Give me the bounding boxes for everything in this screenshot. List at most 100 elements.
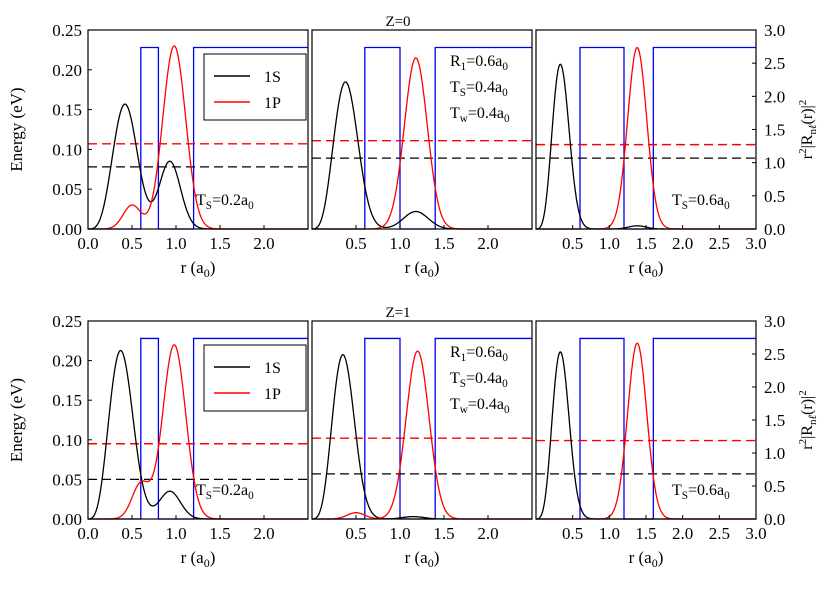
y2-tick-label: 0.5 bbox=[764, 477, 785, 496]
x-tick-label: 1.0 bbox=[389, 524, 410, 543]
x-axis-label: r (a0) bbox=[405, 548, 440, 570]
legend-label-1s: 1S bbox=[264, 69, 281, 86]
x-axis-label: r (a0) bbox=[181, 548, 216, 570]
label-part: =0.4a bbox=[466, 370, 502, 387]
y2-tick-label: 0.5 bbox=[764, 187, 785, 206]
y-tick-label: 0.05 bbox=[52, 180, 82, 199]
label-part: ) bbox=[434, 548, 440, 567]
label-part: T bbox=[450, 370, 460, 387]
label-part: S bbox=[206, 200, 212, 212]
y-tick-label: 0.10 bbox=[52, 140, 82, 159]
x-axis-label: r (a0) bbox=[629, 258, 664, 280]
label-part: =0.4a bbox=[468, 396, 504, 413]
label-part: S bbox=[682, 200, 688, 212]
x-axis-label: r (a0) bbox=[405, 258, 440, 280]
potential-profile bbox=[88, 337, 308, 520]
annotation-label: TS=0.6a0 bbox=[672, 482, 730, 502]
x-tick-label: 0.5 bbox=[562, 234, 583, 253]
x-tick-label: 0.5 bbox=[121, 234, 142, 253]
annotation-label: Tw=0.4a0 bbox=[450, 105, 510, 125]
label-part: 0 bbox=[502, 378, 508, 390]
label-part: ) bbox=[658, 258, 664, 277]
label-part: ) bbox=[658, 548, 664, 567]
y2-tick-label: 0.0 bbox=[764, 220, 785, 239]
potential-profile bbox=[312, 46, 532, 230]
label-part: 0 bbox=[248, 490, 254, 502]
x-tick-label: 2.5 bbox=[709, 234, 730, 253]
label-part: 0 bbox=[724, 490, 730, 502]
label-part: w bbox=[460, 113, 469, 125]
label-part: 0 bbox=[502, 87, 508, 99]
y2-tick-label: 2.5 bbox=[764, 345, 785, 364]
y2-axis-label: r2|Rnℓ(r)|2 bbox=[797, 390, 819, 449]
label-part: (r)| bbox=[799, 396, 816, 415]
label-part: T bbox=[450, 105, 460, 122]
label-part: 2 bbox=[797, 439, 809, 445]
annotation-label: R1=0.6a0 bbox=[450, 344, 508, 364]
y-tick-label: 0.00 bbox=[52, 510, 82, 529]
label-part: =0.6a bbox=[466, 53, 502, 70]
label-part: ℓ bbox=[807, 124, 819, 129]
x-tick-label: 3.0 bbox=[745, 524, 766, 543]
x-tick-label: 1.0 bbox=[165, 524, 186, 543]
x-tick-label: 0.0 bbox=[77, 524, 98, 543]
x-tick-label: 1.5 bbox=[209, 524, 230, 543]
y-tick-label: 0.00 bbox=[52, 220, 82, 239]
y-tick-label: 0.20 bbox=[52, 352, 82, 371]
label-part: 2 bbox=[797, 100, 809, 106]
potential-profile bbox=[88, 46, 308, 230]
label-part: T bbox=[196, 192, 206, 209]
legend-box bbox=[203, 53, 307, 121]
legend-box bbox=[203, 344, 307, 412]
label-part: 0 bbox=[428, 556, 434, 570]
label-part: r (a bbox=[629, 258, 653, 277]
y-tick-label: 0.15 bbox=[52, 391, 82, 410]
x-tick-label: 0.5 bbox=[345, 234, 366, 253]
y2-tick-label: 1.5 bbox=[764, 121, 785, 140]
label-part: 0 bbox=[652, 556, 658, 570]
x-tick-label: 2.0 bbox=[672, 234, 693, 253]
label-part: =0.4a bbox=[466, 79, 502, 96]
panel-frame bbox=[311, 320, 533, 520]
x-tick-label: 0.0 bbox=[77, 234, 98, 253]
x-tick-label: 2.0 bbox=[477, 524, 498, 543]
x-tick-label: 2.0 bbox=[253, 234, 274, 253]
potential-profile bbox=[536, 46, 756, 230]
label-part: 0 bbox=[428, 266, 434, 280]
x-tick-label: 1.5 bbox=[433, 234, 454, 253]
x-tick-label: 2.5 bbox=[709, 524, 730, 543]
label-part: r (a bbox=[181, 548, 205, 567]
panel-frame bbox=[87, 29, 309, 230]
y2-tick-label: 1.0 bbox=[764, 154, 785, 173]
y2-tick-label: 0.0 bbox=[764, 510, 785, 529]
label-part: T bbox=[672, 192, 682, 209]
label-part: n bbox=[807, 419, 819, 425]
label-part: T bbox=[450, 79, 460, 96]
annotation-label: TS=0.2a0 bbox=[196, 192, 254, 212]
y-tick-label: 0.25 bbox=[52, 312, 82, 331]
panel-frame bbox=[87, 320, 309, 520]
y2-tick-label: 3.0 bbox=[764, 312, 785, 331]
x-tick-label: 2.0 bbox=[477, 234, 498, 253]
label-part: r bbox=[799, 153, 816, 159]
y-axis-label: Energy (eV) bbox=[7, 87, 26, 171]
label-part: r bbox=[799, 444, 816, 450]
label-part: =0.6a bbox=[466, 344, 502, 361]
x-tick-label: 0.5 bbox=[345, 524, 366, 543]
x-tick-label: 1.5 bbox=[433, 524, 454, 543]
legend-label-1p: 1P bbox=[264, 95, 281, 112]
y-tick-label: 0.10 bbox=[52, 431, 82, 450]
label-part: R bbox=[450, 53, 461, 70]
label-part: 0 bbox=[652, 266, 658, 280]
label-part: |R bbox=[799, 425, 816, 439]
label-part: =0.2a bbox=[212, 192, 248, 209]
label-part: S bbox=[460, 87, 466, 99]
y2-tick-label: 3.0 bbox=[764, 21, 785, 40]
y2-tick-label: 2.0 bbox=[764, 378, 785, 397]
label-part: S bbox=[460, 378, 466, 390]
label-part: 0 bbox=[204, 266, 210, 280]
label-part: 0 bbox=[204, 556, 210, 570]
label-part: ℓ bbox=[807, 415, 819, 420]
x-tick-label: 2.0 bbox=[672, 524, 693, 543]
